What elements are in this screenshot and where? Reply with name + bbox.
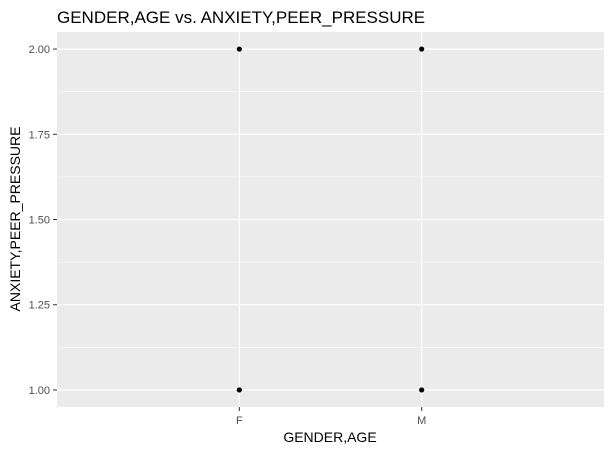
chart-title: GENDER,AGE vs. ANXIETY,PEER_PRESSURE [57, 8, 425, 27]
y-tick-label: 1.50 [29, 215, 50, 227]
data-point [419, 387, 425, 393]
grid-lines [57, 32, 604, 407]
x-axis-title: GENDER,AGE [283, 429, 376, 445]
y-tick-label: 2.00 [29, 44, 50, 56]
data-point [236, 46, 242, 52]
data-point [236, 387, 242, 393]
y-tick-label: 1.25 [29, 300, 50, 312]
y-axis: 1.00 1.25 1.50 1.75 2.00 [29, 44, 57, 397]
data-point [419, 46, 425, 52]
data-points [236, 46, 425, 393]
x-tick-label: M [417, 415, 426, 427]
x-tick-label: F [236, 415, 243, 427]
y-tick-label: 1.00 [29, 385, 50, 397]
y-axis-title: ANXIETY,PEER_PRESSURE [7, 127, 23, 312]
y-tick-label: 1.75 [29, 129, 50, 141]
